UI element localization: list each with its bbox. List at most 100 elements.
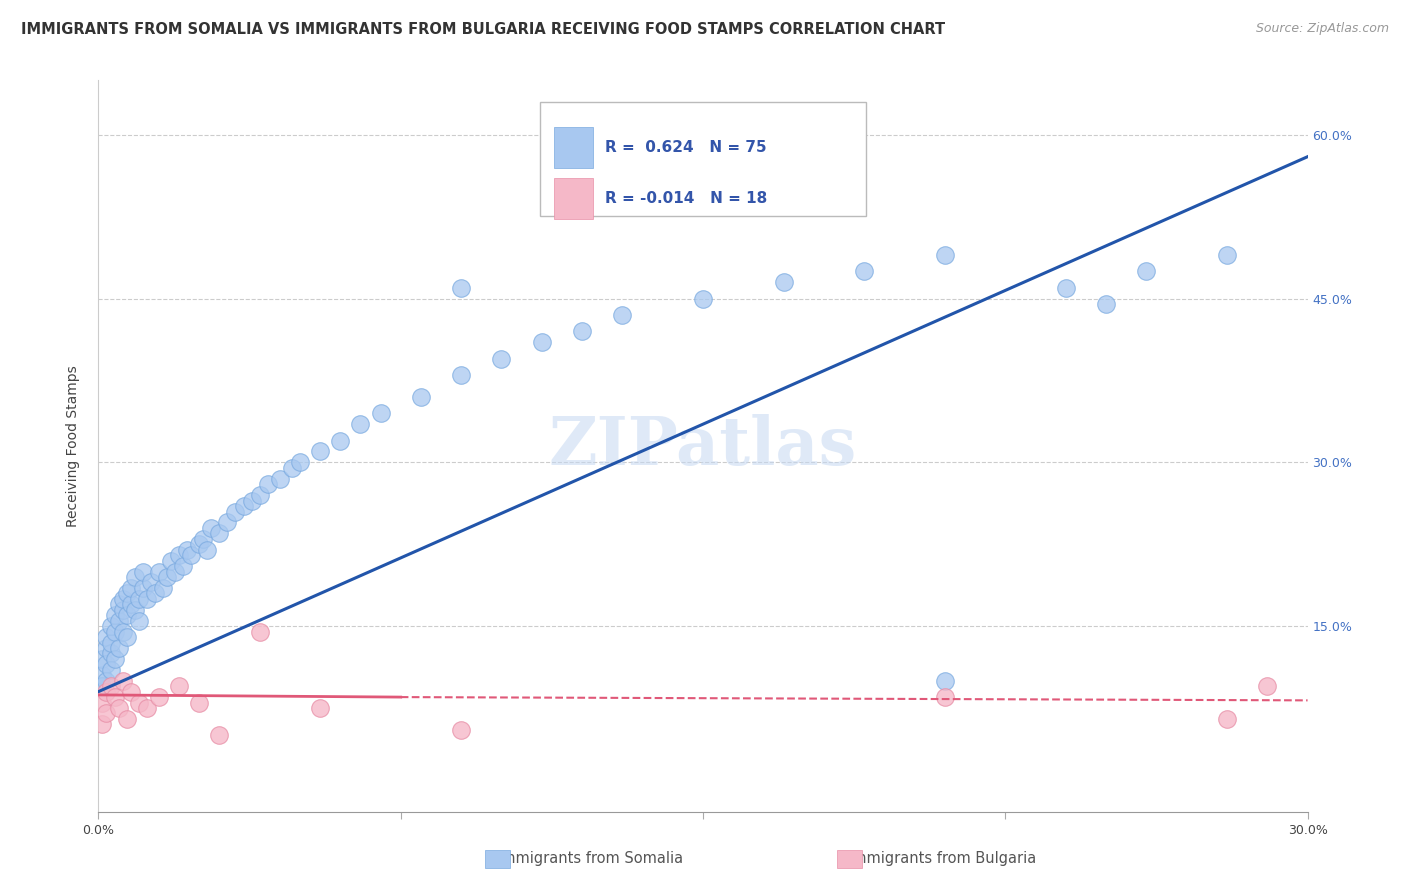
Point [115, 608, 138, 623]
Point [132, 581, 155, 595]
Point [491, 351, 513, 366]
FancyBboxPatch shape [554, 128, 593, 168]
Point [309, 444, 332, 458]
Point [111, 624, 134, 639]
Point [176, 542, 198, 557]
Point [530, 335, 553, 350]
Point [96, 706, 118, 721]
Point [160, 554, 183, 568]
Point [124, 603, 146, 617]
Text: R = -0.014   N = 18: R = -0.014 N = 18 [605, 191, 768, 206]
Point [120, 597, 142, 611]
Point [256, 477, 278, 491]
Point [143, 586, 166, 600]
Point [1095, 297, 1118, 311]
Point [309, 701, 332, 715]
Point [100, 635, 122, 649]
Point [1216, 712, 1239, 726]
Point [124, 570, 146, 584]
Point [281, 460, 304, 475]
Point [96, 630, 118, 644]
Point [450, 281, 472, 295]
Point [232, 499, 254, 513]
Point [200, 521, 222, 535]
Text: Immigrants from Bulgaria: Immigrants from Bulgaria [848, 851, 1036, 865]
Point [115, 586, 138, 600]
Point [100, 619, 122, 633]
Point [288, 455, 311, 469]
Point [195, 542, 218, 557]
Point [1135, 264, 1157, 278]
Point [139, 575, 162, 590]
Point [107, 597, 129, 611]
Point [551, 177, 574, 191]
Point [107, 701, 129, 715]
Text: Source: ZipAtlas.com: Source: ZipAtlas.com [1256, 22, 1389, 36]
Point [96, 673, 118, 688]
FancyBboxPatch shape [540, 103, 866, 216]
Point [91, 696, 114, 710]
Point [349, 417, 371, 432]
Point [188, 696, 211, 710]
Point [163, 565, 186, 579]
Point [853, 264, 876, 278]
Point [128, 591, 150, 606]
Point [450, 723, 472, 737]
Point [148, 565, 170, 579]
Point [156, 570, 179, 584]
Point [409, 390, 432, 404]
Point [188, 537, 211, 551]
Point [934, 690, 956, 704]
Text: IMMIGRANTS FROM SOMALIA VS IMMIGRANTS FROM BULGARIA RECEIVING FOOD STAMPS CORREL: IMMIGRANTS FROM SOMALIA VS IMMIGRANTS FR… [21, 22, 945, 37]
Point [103, 690, 125, 704]
Point [115, 630, 138, 644]
Point [167, 548, 190, 562]
Point [100, 679, 122, 693]
Point [120, 684, 142, 698]
Point [612, 308, 634, 322]
Point [91, 668, 114, 682]
Point [128, 614, 150, 628]
Point [217, 516, 239, 530]
Point [91, 679, 114, 693]
Point [107, 640, 129, 655]
Point [172, 559, 194, 574]
Point [152, 581, 174, 595]
Point [132, 565, 155, 579]
Point [1054, 281, 1077, 295]
FancyBboxPatch shape [554, 178, 593, 219]
Text: Immigrants from Somalia: Immigrants from Somalia [498, 851, 683, 865]
Point [249, 624, 271, 639]
Point [193, 532, 215, 546]
Point [128, 696, 150, 710]
Point [107, 614, 129, 628]
Point [111, 603, 134, 617]
Point [450, 368, 472, 382]
Point [91, 652, 114, 666]
Point [100, 647, 122, 661]
Point [224, 504, 246, 518]
Point [269, 472, 291, 486]
Point [240, 493, 263, 508]
Point [96, 684, 118, 698]
Point [370, 406, 392, 420]
Point [96, 657, 118, 672]
Point [249, 488, 271, 502]
Point [772, 275, 794, 289]
Point [135, 701, 157, 715]
Point [111, 673, 134, 688]
Point [934, 673, 956, 688]
Point [103, 608, 125, 623]
Y-axis label: Receiving Food Stamps: Receiving Food Stamps [66, 365, 80, 527]
Point [120, 581, 142, 595]
Point [167, 679, 190, 693]
Point [208, 526, 231, 541]
Text: R =  0.624   N = 75: R = 0.624 N = 75 [605, 140, 766, 155]
Point [692, 292, 714, 306]
Text: ZIPatlas: ZIPatlas [548, 414, 858, 478]
Point [148, 690, 170, 704]
Point [96, 640, 118, 655]
Point [100, 663, 122, 677]
Point [1216, 248, 1239, 262]
Point [571, 324, 593, 338]
